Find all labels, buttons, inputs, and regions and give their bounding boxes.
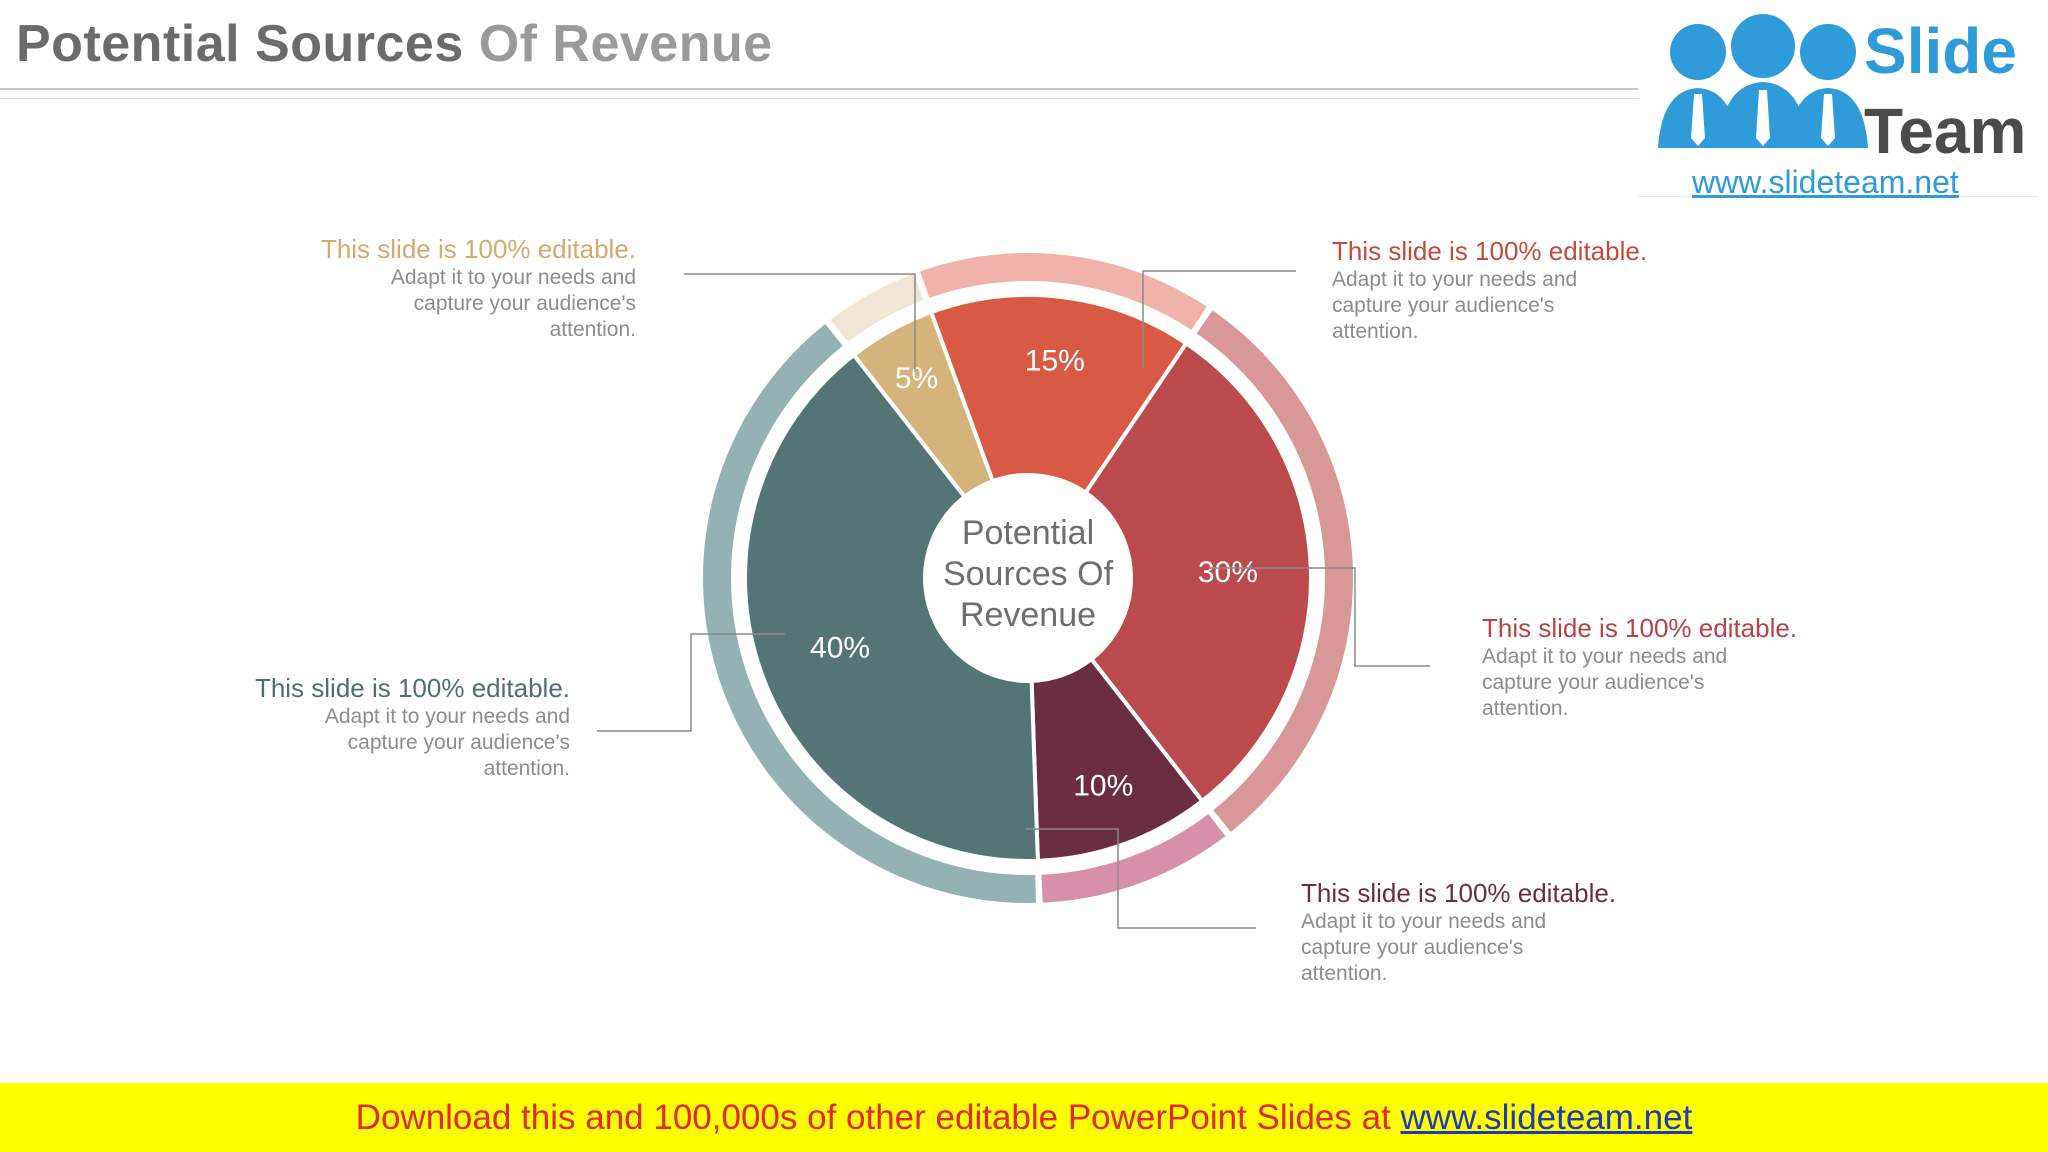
slice-label-40: 40%: [810, 631, 870, 664]
leader-line-40: [597, 633, 785, 732]
ring-segment-10: [1041, 813, 1226, 903]
slice-label-10: 10%: [1073, 770, 1133, 803]
slice-labels: 5% 15% 30% 10% 40%: [810, 345, 1258, 803]
leader-lines: [597, 270, 1430, 929]
callout-heading: This slide is 100% editable.: [1482, 613, 1798, 643]
ring-segment-30: [1196, 310, 1353, 832]
callout-top-left: This slide is 100% editable. Adapt it to…: [300, 233, 636, 343]
download-banner: Download this and 100,000s of other edit…: [0, 1083, 2048, 1152]
center-label-line: Potential: [962, 514, 1094, 552]
title-part-1: Potential Sources: [16, 15, 479, 73]
callout-body: Adapt it to your needs and capture your …: [1332, 268, 1578, 343]
center-label-line: Sources Of: [943, 555, 1114, 593]
callout-bottom-right: This slide is 100% editable. Adapt it to…: [1301, 877, 1721, 987]
callout-body: Adapt it to your needs and capture your …: [390, 266, 636, 341]
revenue-pie-chart: Potential Sources Of Revenue 5% 15% 30% 10% 40…: [597, 252, 1430, 929]
leader-line-5: [684, 273, 916, 372]
ring-segment-40: [703, 324, 1036, 903]
logo-word-team: Team: [1864, 95, 2027, 167]
leader-line-15: [1142, 270, 1296, 368]
slice-label-15: 15%: [1025, 345, 1085, 378]
callout-body: Adapt it to your needs and capture your …: [1482, 645, 1728, 720]
callout-bottom-left: This slide is 100% editable. Adapt it to…: [200, 672, 570, 782]
banner-message: Download this and 100,000s of other edit…: [355, 1098, 1401, 1137]
banner-link[interactable]: www.slideteam.net: [1400, 1098, 1693, 1137]
callout-heading: This slide is 100% editable.: [320, 234, 636, 264]
callout-body: Adapt it to your needs and capture your …: [1301, 910, 1547, 985]
callout-heading: This slide is 100% editable.: [1332, 236, 1648, 266]
outer-ring: [703, 252, 1353, 903]
callout-heading: This slide is 100% editable.: [1301, 878, 1617, 908]
slice-label-5: 5%: [895, 362, 938, 395]
ring-segment-15: [920, 252, 1207, 331]
ring-segment-5: [830, 273, 924, 343]
center-label-line: Revenue: [960, 596, 1096, 634]
banner-text: Download this and 100,000s of other edit…: [0, 1083, 2048, 1152]
leader-line-30: [1210, 567, 1430, 667]
slide-title: Potential Sources Of Revenue: [16, 14, 773, 74]
title-part-2: Of Revenue: [478, 15, 773, 73]
people-icon: [1658, 14, 1868, 148]
logo-url-link[interactable]: www.slideteam.net: [1692, 164, 1959, 200]
center-label: Potential Sources Of Revenue: [943, 514, 1114, 634]
center-hole: [925, 475, 1131, 681]
title-underline: [0, 88, 1640, 90]
leader-line-10: [1025, 828, 1256, 929]
title-underline-thin: [0, 98, 1640, 99]
slideteam-logo[interactable]: Slide Team www.slideteam.net: [1638, 0, 2038, 200]
pie-slices: [743, 293, 1313, 863]
callout-heading: This slide is 100% editable.: [254, 673, 570, 703]
callout-body: Adapt it to your needs and capture your …: [324, 705, 570, 780]
callout-middle-right: This slide is 100% editable. Adapt it to…: [1482, 612, 1922, 722]
slice-label-30: 30%: [1198, 556, 1258, 589]
callout-top-right: This slide is 100% editable. Adapt it to…: [1332, 235, 1752, 345]
logo-word-slide: Slide: [1864, 15, 2017, 87]
